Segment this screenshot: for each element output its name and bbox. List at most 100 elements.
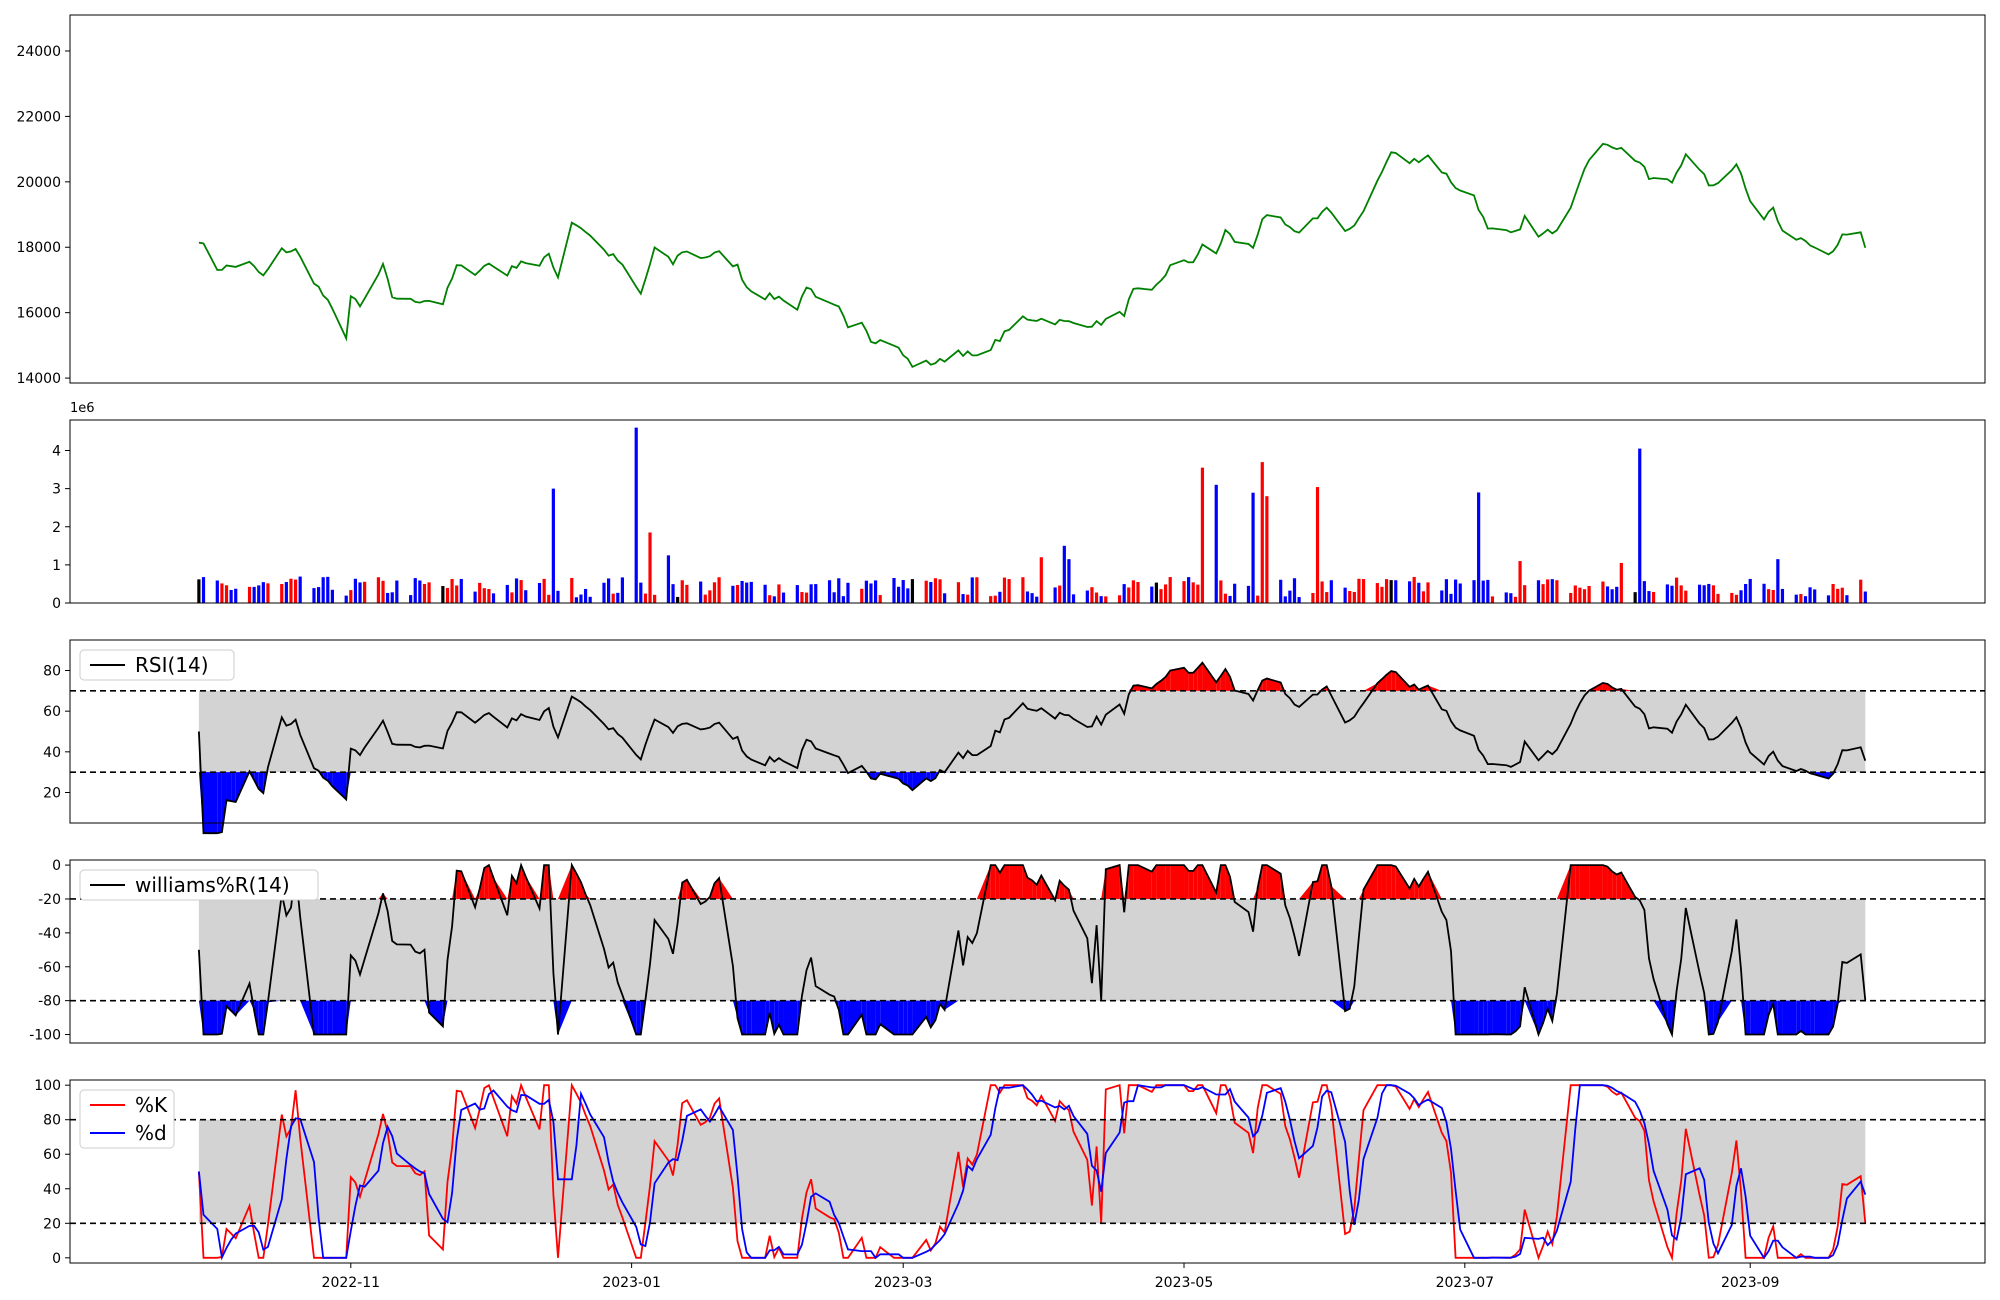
volume-bar bbox=[800, 592, 804, 603]
stoch-panel-ytick-label: 40 bbox=[43, 1182, 61, 1198]
williams-panel-ytick-label: -20 bbox=[38, 892, 61, 908]
williams-panel-overbought-fill bbox=[525, 876, 540, 899]
volume-bar bbox=[1067, 559, 1071, 603]
volume-bar bbox=[386, 592, 390, 603]
stoch-panel-legend-label: %d bbox=[135, 1121, 167, 1145]
volume-bar bbox=[975, 577, 979, 603]
volume-bar bbox=[680, 580, 684, 603]
williams-panel-overbought-fill bbox=[1607, 866, 1613, 899]
volume-bar bbox=[1094, 592, 1099, 603]
volume-bar bbox=[611, 593, 615, 603]
volume-bar bbox=[312, 588, 316, 603]
williams-panel-oversold-fill bbox=[1745, 1000, 1751, 1035]
volume-bar bbox=[1684, 590, 1688, 603]
williams-panel-overbought-fill bbox=[1151, 865, 1157, 899]
volume-bar bbox=[418, 580, 422, 603]
rsi-panel-oversold-fill bbox=[912, 772, 927, 791]
volume-bar bbox=[1246, 585, 1251, 603]
volume-bar bbox=[1361, 579, 1366, 603]
volume-bar bbox=[606, 578, 611, 603]
volume-bar bbox=[827, 580, 832, 603]
volume-bar bbox=[1168, 577, 1172, 603]
volume-bar bbox=[1550, 579, 1554, 603]
williams-panel-overbought-fill bbox=[544, 865, 549, 899]
volume-bar bbox=[1767, 589, 1771, 603]
williams-panel-overbought-fill bbox=[516, 865, 522, 899]
volume-bar bbox=[929, 582, 933, 603]
williams-panel-oversold-fill bbox=[622, 1000, 637, 1035]
volume-bar bbox=[873, 580, 878, 603]
volume-bar bbox=[1025, 591, 1030, 603]
williams-panel-oversold-fill bbox=[1524, 1000, 1539, 1035]
volume-bar bbox=[1375, 583, 1379, 603]
williams-panel-oversold-fill bbox=[636, 1000, 641, 1035]
volume-bar bbox=[1002, 577, 1007, 603]
volume-bar bbox=[1187, 577, 1191, 603]
volume-bar bbox=[1651, 591, 1656, 603]
volume-bar bbox=[772, 596, 776, 603]
williams-panel-overbought-fill bbox=[1165, 865, 1171, 899]
williams-panel-oversold-fill bbox=[1814, 1000, 1829, 1035]
volume-bar bbox=[427, 582, 431, 603]
williams-panel-oversold-fill bbox=[1474, 1000, 1479, 1035]
volume-bar bbox=[1776, 559, 1780, 603]
volume-bar bbox=[478, 582, 482, 603]
williams-panel-oversold-fill bbox=[1492, 1000, 1507, 1035]
williams-panel-overbought-fill bbox=[456, 870, 462, 899]
williams-panel-overbought-fill bbox=[1184, 865, 1189, 899]
williams-panel-ytick-label: -60 bbox=[38, 960, 61, 976]
williams-panel-oversold-fill bbox=[429, 1000, 443, 1027]
rsi-panel-line-rsi14 bbox=[198, 661, 1867, 835]
volume-bar bbox=[519, 580, 523, 603]
volume-bar bbox=[505, 584, 509, 603]
volume-bar bbox=[1219, 580, 1223, 603]
williams-panel-oversold-fill bbox=[1520, 1000, 1525, 1027]
volume-bar bbox=[781, 592, 786, 603]
volume-bar bbox=[1394, 580, 1398, 603]
volume-bar bbox=[1665, 584, 1669, 603]
volume-bar bbox=[1053, 587, 1057, 603]
volume-bar bbox=[749, 581, 753, 603]
volume-bar bbox=[542, 578, 546, 603]
volume-bar bbox=[1702, 585, 1706, 603]
volume-bar bbox=[731, 585, 735, 603]
volume-bar bbox=[1444, 579, 1449, 603]
rsi-panel-legend: RSI(14) bbox=[79, 649, 235, 681]
williams-panel-overbought-fill bbox=[1612, 871, 1617, 899]
volume-bar bbox=[1762, 583, 1766, 603]
williams-panel-oversold-fill bbox=[1510, 1000, 1516, 1035]
volume-bar bbox=[1573, 585, 1577, 603]
volume-bar bbox=[330, 589, 334, 603]
williams-panel-oversold-fill bbox=[737, 1000, 743, 1035]
rsi-panel-oversold-fill bbox=[217, 772, 222, 834]
volume-bar bbox=[1449, 593, 1453, 603]
rsi-panel-oversold-fill bbox=[327, 772, 333, 787]
williams-panel-overbought-fill bbox=[1156, 865, 1161, 899]
volume-bar bbox=[588, 596, 592, 603]
volume-bar bbox=[1477, 492, 1481, 603]
volume-bar bbox=[989, 596, 993, 603]
volume-bar bbox=[247, 586, 252, 603]
williams-panel-oversold-fill bbox=[907, 1000, 913, 1035]
volume-bar bbox=[740, 580, 744, 603]
volume-bar bbox=[1426, 582, 1430, 603]
volume-bar bbox=[316, 587, 321, 603]
volume-bar bbox=[293, 579, 298, 603]
rsi-panel-ytick-label: 20 bbox=[43, 786, 61, 802]
volume-bar bbox=[1490, 596, 1495, 603]
rsi-panel-overbought-fill bbox=[1427, 685, 1442, 691]
volume-bar bbox=[1329, 580, 1333, 603]
volume-bar bbox=[1601, 581, 1605, 603]
volume-bar bbox=[961, 594, 965, 603]
stoch-panel-ytick-label: 80 bbox=[43, 1113, 61, 1129]
williams-panel-overbought-fill bbox=[557, 865, 572, 899]
volume-bar bbox=[653, 594, 657, 603]
volume-bar bbox=[1541, 584, 1545, 603]
rsi-panel-oversold-fill bbox=[332, 772, 347, 800]
rsi-panel-oversold-fill bbox=[898, 772, 904, 784]
williams-panel-oversold-fill bbox=[870, 1000, 876, 1035]
volume-panel-ytick-label: 0 bbox=[52, 596, 61, 612]
williams-panel-overbought-fill bbox=[1409, 878, 1415, 899]
volume-bar bbox=[1670, 585, 1674, 603]
volume-bar bbox=[298, 576, 302, 603]
